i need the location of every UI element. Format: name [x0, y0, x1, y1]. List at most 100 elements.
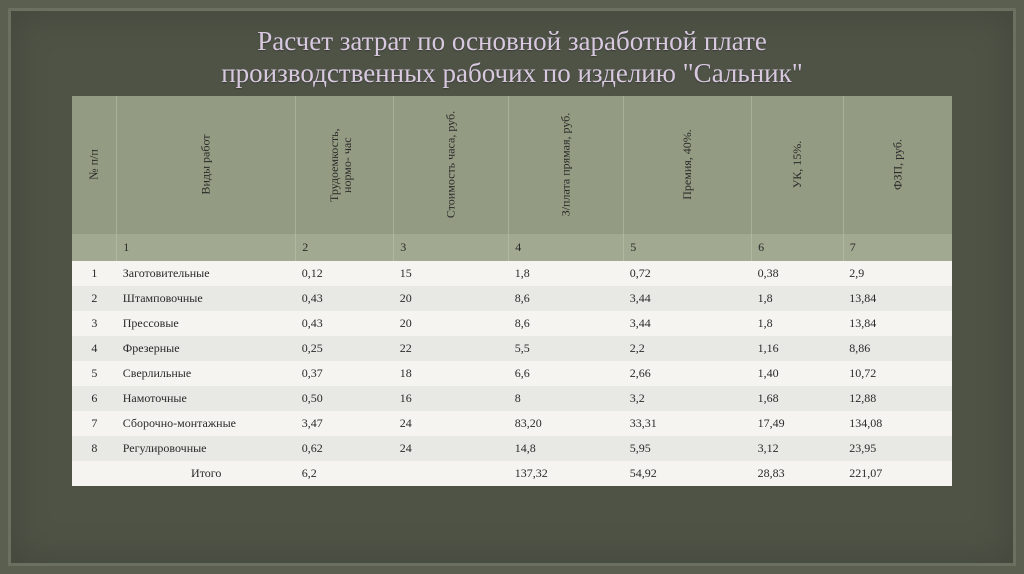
colnum-cell: 6 — [752, 234, 844, 261]
cell-c3: 24 — [394, 411, 509, 436]
total-c4: 137,32 — [509, 461, 624, 486]
cell-c2: 0,43 — [296, 311, 394, 336]
cell-c5: 0,72 — [624, 261, 752, 286]
cell-c2: 0,43 — [296, 286, 394, 311]
cell-c3: 20 — [394, 286, 509, 311]
cell-c4: 8,6 — [509, 311, 624, 336]
cell-c7: 2,9 — [843, 261, 952, 286]
cell-n: 1 — [72, 261, 117, 286]
col-header-wage: З/плата прямая, руб. — [509, 96, 624, 234]
cell-c6: 1,40 — [752, 361, 844, 386]
cell-n: 4 — [72, 336, 117, 361]
cell-n: 5 — [72, 361, 117, 386]
col-header-bonus: Премия, 40%. — [624, 96, 752, 234]
cell-c7: 10,72 — [843, 361, 952, 386]
cell-c5: 3,44 — [624, 311, 752, 336]
table-total-row: Итого 6,2 137,32 54,92 28,83 221,07 — [72, 461, 952, 486]
table-header-row: № п/п Виды работ Трудоемкость, нормо- ча… — [72, 96, 952, 234]
cell-n: 2 — [72, 286, 117, 311]
cell-c6: 3,12 — [752, 436, 844, 461]
cell-c5: 5,95 — [624, 436, 752, 461]
cell-c3: 18 — [394, 361, 509, 386]
cell-c5: 3,2 — [624, 386, 752, 411]
colnum-cell: 7 — [843, 234, 952, 261]
cell-c5: 2,66 — [624, 361, 752, 386]
cell-c6: 17,49 — [752, 411, 844, 436]
cell-c5: 33,31 — [624, 411, 752, 436]
col-header-rate: Стоимость часа, руб. — [394, 96, 509, 234]
cell-name: Намоточные — [117, 386, 296, 411]
total-c6: 28,83 — [752, 461, 844, 486]
cell-name: Прессовые — [117, 311, 296, 336]
cell-name: Регулировочные — [117, 436, 296, 461]
table-row: 3 Прессовые 0,43 20 8,6 3,44 1,8 13,84 — [72, 311, 952, 336]
total-c3 — [394, 461, 509, 486]
cell-c6: 1,16 — [752, 336, 844, 361]
cell-c2: 0,62 — [296, 436, 394, 461]
cell-c2: 0,12 — [296, 261, 394, 286]
table-body: 1 Заготовительные 0,12 15 1,8 0,72 0,38 … — [72, 261, 952, 486]
cell-c7: 12,88 — [843, 386, 952, 411]
colnum-cell: 3 — [394, 234, 509, 261]
table-row: 2 Штамповочные 0,43 20 8,6 3,44 1,8 13,8… — [72, 286, 952, 311]
cell-c7: 13,84 — [843, 311, 952, 336]
colnum-cell — [72, 234, 117, 261]
cell-c2: 0,37 — [296, 361, 394, 386]
total-c7: 221,07 — [843, 461, 952, 486]
cell-name: Фрезерные — [117, 336, 296, 361]
cost-table-wrap: № п/п Виды работ Трудоемкость, нормо- ча… — [72, 96, 952, 486]
cell-c7: 8,86 — [843, 336, 952, 361]
col-header-uk: УК, 15%. — [752, 96, 844, 234]
col-header-name: Виды работ — [117, 96, 296, 234]
cell-c4: 1,8 — [509, 261, 624, 286]
total-c5: 54,92 — [624, 461, 752, 486]
cell-c6: 1,8 — [752, 311, 844, 336]
cell-c4: 14,8 — [509, 436, 624, 461]
cell-c4: 8,6 — [509, 286, 624, 311]
cell-c7: 134,08 — [843, 411, 952, 436]
cell-c4: 5,5 — [509, 336, 624, 361]
col-header-labor: Трудоемкость, нормо- час — [296, 96, 394, 234]
colnum-cell: 5 — [624, 234, 752, 261]
table-row: 7 Сборочно-монтажные 3,47 24 83,20 33,31… — [72, 411, 952, 436]
title-line-2: производственных рабочих по изделию "Сал… — [221, 58, 803, 88]
colnum-cell: 2 — [296, 234, 394, 261]
cell-c6: 1,68 — [752, 386, 844, 411]
cell-c5: 2,2 — [624, 336, 752, 361]
cell-name: Заготовительные — [117, 261, 296, 286]
cell-c6: 1,8 — [752, 286, 844, 311]
table-row: 5 Сверлильные 0,37 18 6,6 2,66 1,40 10,7… — [72, 361, 952, 386]
cell-c2: 3,47 — [296, 411, 394, 436]
cell-n: 3 — [72, 311, 117, 336]
cell-c3: 15 — [394, 261, 509, 286]
title-line-1: Расчет затрат по основной заработной пла… — [257, 26, 767, 56]
cell-c3: 16 — [394, 386, 509, 411]
col-header-fzp: ФЗП, руб. — [843, 96, 952, 234]
table-row: 1 Заготовительные 0,12 15 1,8 0,72 0,38 … — [72, 261, 952, 286]
cell-n: 7 — [72, 411, 117, 436]
cell-n: 6 — [72, 386, 117, 411]
cell-c7: 13,84 — [843, 286, 952, 311]
cell-c3: 22 — [394, 336, 509, 361]
total-c2: 6,2 — [296, 461, 394, 486]
cell-c3: 20 — [394, 311, 509, 336]
colnum-cell: 4 — [509, 234, 624, 261]
col-header-num: № п/п — [72, 96, 117, 234]
cell-c5: 3,44 — [624, 286, 752, 311]
slide-frame-outer: Расчет затрат по основной заработной пла… — [8, 8, 1016, 566]
table-row: 8 Регулировочные 0,62 24 14,8 5,95 3,12 … — [72, 436, 952, 461]
cell-name: Штамповочные — [117, 286, 296, 311]
slide-frame-inner: Расчет затрат по основной заработной пла… — [11, 11, 1013, 563]
page-title: Расчет затрат по основной заработной пла… — [11, 11, 1013, 96]
cell-name: Сборочно-монтажные — [117, 411, 296, 436]
cell-c2: 0,50 — [296, 386, 394, 411]
cell-name: Сверлильные — [117, 361, 296, 386]
cell-c4: 8 — [509, 386, 624, 411]
cell-n: 8 — [72, 436, 117, 461]
cell-c4: 83,20 — [509, 411, 624, 436]
cost-table: № п/п Виды работ Трудоемкость, нормо- ча… — [72, 96, 952, 486]
cell-c2: 0,25 — [296, 336, 394, 361]
cell-c4: 6,6 — [509, 361, 624, 386]
total-blank — [72, 461, 117, 486]
total-label: Итого — [117, 461, 296, 486]
